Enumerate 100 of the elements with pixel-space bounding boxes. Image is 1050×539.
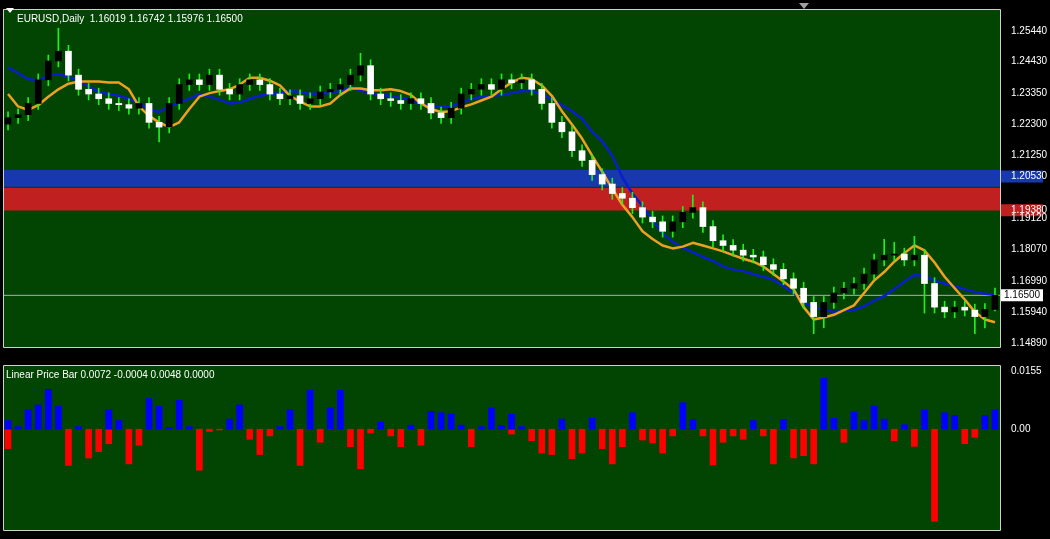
bar	[44, 388, 52, 430]
y-tick-label: 1.16990	[1011, 274, 1048, 286]
candlestick	[115, 97, 123, 111]
bar	[689, 419, 697, 430]
bar	[236, 404, 243, 430]
bar	[24, 409, 32, 430]
bar	[316, 428, 324, 443]
y-tick-label: 1.14890	[1011, 336, 1048, 348]
bar	[427, 410, 435, 430]
bar	[820, 378, 828, 430]
candlestick	[397, 94, 405, 110]
chart-title: Linear Price Bar 0.0072 -0.0004 0.0048 0.0000	[6, 368, 215, 380]
bar	[840, 428, 848, 443]
bar	[961, 428, 969, 445]
bar	[890, 428, 898, 442]
y-tick-label: 1.15940	[1011, 305, 1048, 317]
bar	[185, 426, 193, 430]
bar	[719, 428, 727, 443]
bar	[830, 418, 838, 430]
y-tick-label: 1.25440	[1011, 25, 1048, 37]
y-tick-label: 0.00	[1011, 422, 1031, 434]
bar	[991, 409, 999, 430]
bar	[4, 420, 12, 430]
bar	[467, 428, 475, 448]
bar	[770, 428, 777, 465]
bar	[357, 428, 364, 470]
bar	[155, 406, 163, 430]
bar	[760, 428, 767, 437]
bar	[518, 426, 525, 430]
bar	[981, 415, 989, 430]
bar	[931, 428, 938, 522]
bar	[437, 412, 445, 430]
bar	[135, 428, 143, 446]
y-tick-label: 1.24430	[1011, 55, 1048, 66]
bar	[619, 428, 626, 448]
bar	[880, 418, 888, 430]
bar	[256, 428, 264, 455]
y-tick-label: 1.18070	[1011, 242, 1048, 254]
bar	[407, 424, 415, 430]
bar	[588, 418, 596, 430]
bar	[669, 428, 677, 437]
candlestick	[971, 303, 979, 335]
candlestick	[890, 241, 898, 262]
candlestick	[880, 238, 888, 267]
bar	[739, 428, 747, 440]
bar	[34, 404, 42, 430]
ref-line-label: 1.16500	[1004, 289, 1041, 301]
bar	[608, 428, 616, 465]
y-tick-label: 1.21250	[1011, 148, 1048, 160]
bar	[65, 428, 72, 466]
bar	[749, 420, 757, 430]
bar	[367, 428, 374, 434]
bar	[538, 428, 546, 454]
candlestick	[689, 194, 697, 219]
bar	[488, 407, 495, 430]
bar	[790, 428, 797, 459]
bar	[810, 428, 818, 465]
bar	[276, 426, 284, 430]
bar	[55, 406, 62, 430]
bar	[417, 428, 425, 446]
bar	[558, 418, 566, 430]
bar	[165, 427, 173, 430]
bar	[14, 426, 22, 430]
bar	[850, 411, 858, 430]
bar	[347, 428, 354, 448]
bar	[175, 400, 183, 430]
bar	[105, 409, 113, 430]
bar	[901, 424, 908, 430]
candlestick	[326, 83, 334, 99]
bar	[860, 420, 868, 430]
bar	[780, 419, 787, 430]
bar	[941, 412, 948, 430]
bar	[95, 428, 102, 452]
bar	[478, 426, 485, 430]
bar	[971, 428, 979, 438]
bar	[629, 412, 636, 430]
bar	[508, 413, 515, 430]
bar	[75, 426, 82, 430]
y-tick-label: 1.23350	[1011, 86, 1048, 98]
bar	[921, 409, 928, 430]
bar	[206, 428, 213, 432]
bar	[568, 428, 576, 460]
bar	[246, 428, 254, 440]
bar	[296, 428, 304, 466]
bar	[306, 390, 314, 430]
y-tick-label: 0.0155	[1011, 365, 1043, 377]
bar	[377, 421, 384, 430]
bar	[196, 428, 203, 471]
chart-title: EURUSD,Daily 1.16019 1.16742 1.15976 1.16500	[17, 12, 244, 24]
bar	[951, 415, 959, 430]
bar	[115, 420, 123, 430]
bar	[447, 413, 455, 430]
bar	[649, 428, 656, 444]
y-tick-label: 1.22300	[1011, 117, 1048, 129]
bar	[598, 428, 606, 449]
bar	[870, 405, 878, 430]
bar	[145, 398, 153, 430]
bar	[286, 409, 294, 430]
bar	[548, 428, 556, 455]
bar	[528, 428, 536, 442]
